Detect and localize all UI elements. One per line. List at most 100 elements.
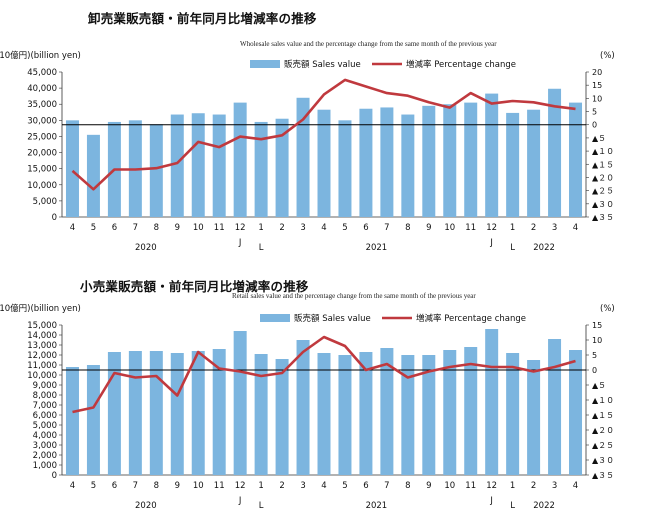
sales-bar [401, 355, 415, 475]
right-tick-label: ▲２０ [592, 426, 614, 435]
right-tick-label: 10 [592, 94, 602, 103]
x-tick-label: 6 [112, 481, 117, 491]
sales-bar [149, 124, 163, 217]
left-tick-label: 4,000 [33, 431, 57, 441]
sales-bar [65, 367, 79, 475]
left-tick-label: 11,000 [27, 361, 57, 371]
year-break-marker: L [510, 501, 515, 511]
x-tick-label: 1 [510, 223, 515, 233]
sales-bar [233, 331, 247, 475]
sales-bar [443, 104, 457, 217]
sales-bar [443, 350, 457, 475]
x-tick-label: 4 [70, 481, 75, 491]
sales-bar [149, 351, 163, 475]
sales-bar [359, 108, 373, 217]
x-tick-label: 12 [235, 481, 246, 491]
left-tick-label: 45,000 [27, 68, 57, 78]
right-tick-label: 20 [592, 68, 602, 77]
x-tick-label: 11 [214, 481, 225, 491]
x-tick-label: 6 [112, 223, 117, 233]
sales-bar [569, 350, 583, 475]
sales-bar [506, 112, 520, 217]
year-break-marker: L [259, 243, 264, 253]
x-tick-label: 7 [384, 223, 389, 233]
left-tick-label: 13,000 [27, 341, 57, 351]
x-tick-label: 6 [363, 223, 368, 233]
x-tick-label: 11 [214, 223, 225, 233]
left-tick-label: 20,000 [27, 149, 57, 159]
left-tick-label: 5,000 [33, 197, 57, 207]
left-tick-label: 6,000 [33, 411, 57, 421]
left-tick-label: 2,000 [33, 451, 57, 461]
left-tick-label: 35,000 [27, 100, 57, 110]
right-tick-label: ▲１５ [592, 160, 614, 169]
legend-line-label: 増減率 Percentage change [406, 59, 516, 70]
legend-bar-swatch [250, 60, 280, 68]
sales-bar [191, 351, 205, 475]
x-tick-label: 8 [405, 223, 410, 233]
right-tick-label: 0 [592, 366, 597, 375]
left-tick-label: 7,000 [33, 401, 57, 411]
sales-bar [128, 351, 142, 475]
x-tick-label: 1 [258, 481, 263, 491]
sales-bar [296, 340, 310, 475]
sales-bar [86, 134, 100, 217]
x-tick-label: 11 [465, 481, 476, 491]
right-tick-label: ▲５ [592, 134, 606, 143]
x-tick-label: 5 [91, 223, 96, 233]
sales-bar [569, 102, 583, 217]
x-tick-label: 4 [321, 481, 326, 491]
x-tick-label: 1 [510, 481, 515, 491]
year-break-marker: L [510, 243, 515, 253]
x-tick-label: 12 [235, 223, 246, 233]
x-tick-label: 3 [300, 223, 305, 233]
x-tick-label: 2 [279, 481, 284, 491]
right-tick-label: ▲２０ [592, 173, 614, 182]
x-tick-label: 11 [465, 223, 476, 233]
left-tick-label: 10,000 [27, 181, 57, 191]
sales-bar [254, 354, 268, 475]
percentage-change-line [72, 335, 576, 414]
sales-bar [86, 365, 100, 475]
legend-bar-label: 販売額 Sales value [284, 59, 361, 70]
left-tick-label: 1,000 [33, 461, 57, 471]
sales-bar [191, 113, 205, 217]
x-tick-label: 1 [258, 223, 263, 233]
right-tick-label: ▲２５ [592, 441, 614, 450]
chart-title: 卸売業販売額・前年同月比増減率の推移 [88, 11, 317, 26]
sales-bar [422, 355, 436, 475]
sales-bar [317, 353, 331, 475]
left-axis-unit: (10億円)(billion yen) [0, 50, 81, 61]
x-tick-label: 5 [91, 481, 96, 491]
retail-chart: (10億円)(billion yen) (%) 販売額 Sales value 増減率… [0, 303, 615, 511]
left-tick-label: 15,000 [27, 321, 57, 331]
right-tick-label: ▲１０ [592, 396, 614, 405]
right-tick-label: ▲２５ [592, 187, 614, 196]
left-tick-label: 10,000 [27, 371, 57, 381]
sales-bar [485, 329, 499, 475]
year-break-marker: J [238, 496, 242, 506]
sales-bar [212, 349, 226, 475]
sales-bar [464, 102, 478, 217]
x-tick-label: 2 [531, 481, 536, 491]
right-tick-label: 10 [592, 336, 602, 345]
year-label: 2020 [135, 243, 157, 253]
sales-bar [401, 114, 415, 217]
sales-bar [464, 347, 478, 475]
wholesale-chart: (10億円)(billion yen) (%) 販売額 Sales value 増減率… [0, 50, 615, 253]
x-tick-label: 5 [342, 223, 347, 233]
sales-bar [380, 107, 394, 217]
x-tick-label: 7 [384, 481, 389, 491]
x-tick-label: 9 [426, 223, 431, 233]
right-tick-label: ▲３０ [592, 456, 614, 465]
sales-bar [233, 102, 247, 217]
sales-bar [527, 109, 541, 217]
year-label: 2021 [366, 243, 388, 253]
x-tick-label: 8 [154, 223, 159, 233]
left-tick-label: 25,000 [27, 132, 57, 142]
left-axis-unit: (10億円)(billion yen) [0, 303, 81, 314]
legend-bar-label: 販売額 Sales value [294, 313, 371, 324]
sales-bar [317, 109, 331, 217]
sales-bar [170, 353, 184, 475]
sales-bar [380, 348, 394, 475]
